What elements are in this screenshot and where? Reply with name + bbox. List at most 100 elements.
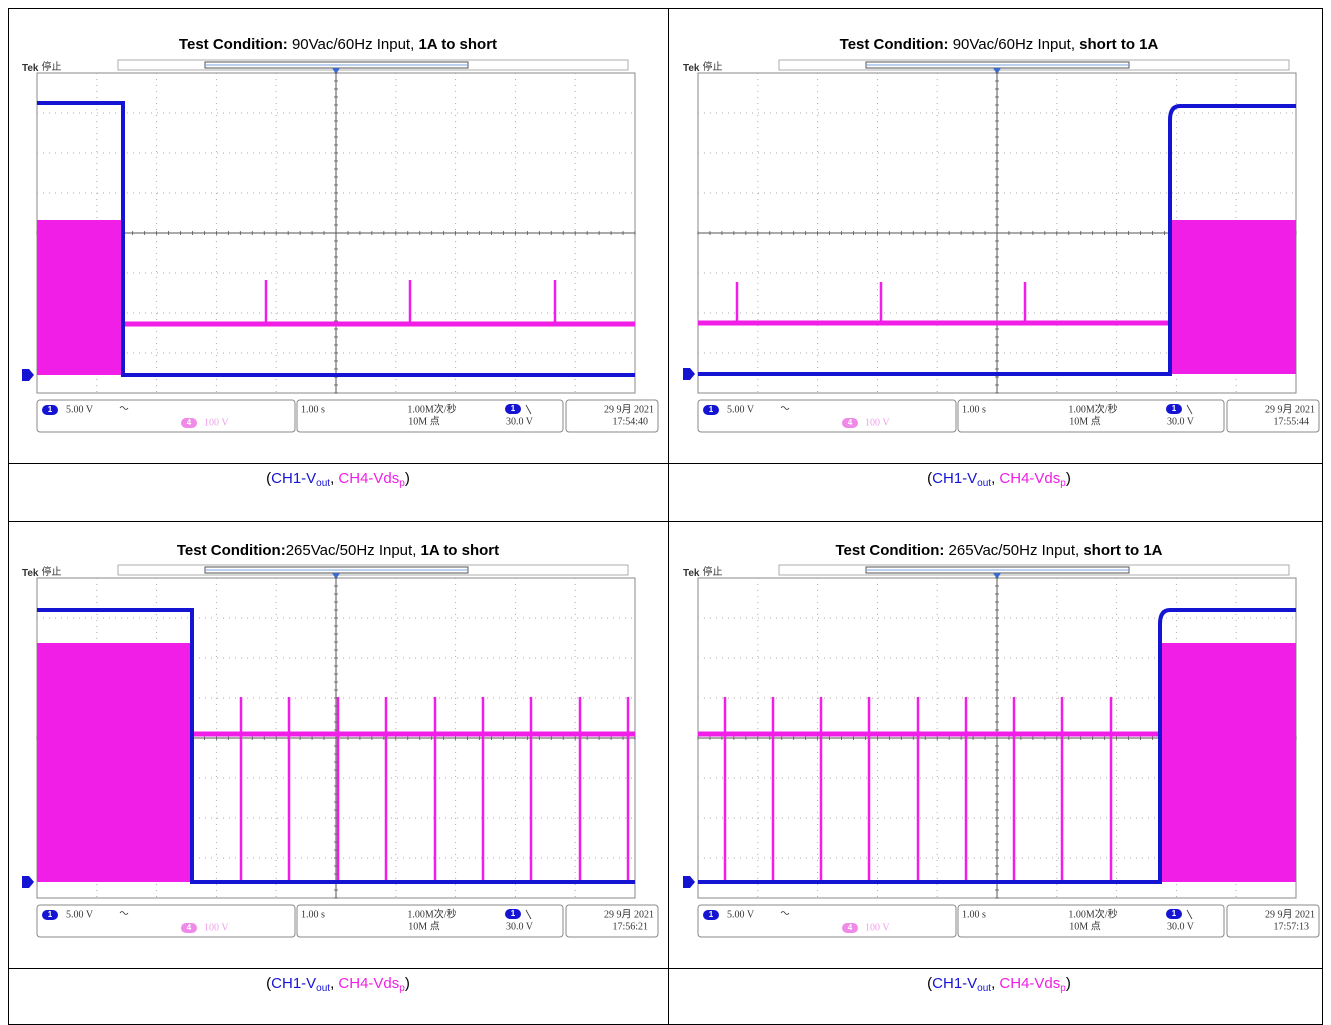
caption: (CH1-Vout, CH4-Vdsp) (266, 470, 410, 489)
scope-screenshot: Tek停止 1 5.00 V 4 100 V 1.00 s 1.00M次/秒10M 点 1 30… (22, 565, 658, 937)
title-mode: 1A to short (418, 36, 497, 53)
cell-title: Test Condition: 90Vac/60Hz Input, short … (840, 36, 1159, 53)
ch1-ground-marker (683, 368, 695, 380)
timebase: 1.00 s (962, 909, 986, 920)
caption-sep: , (991, 470, 999, 487)
ch1-scale: 5.00 V (66, 404, 94, 415)
scope-brand: Tek (683, 568, 700, 579)
date: 29 9月 2021 (604, 403, 654, 415)
caption-sep: , (991, 975, 999, 992)
trigger-level: 30.0 V (506, 416, 534, 427)
ch4-burst (37, 643, 192, 882)
channel-number: 1 (709, 405, 714, 414)
trigger-level: 30.0 V (1167, 416, 1195, 427)
cell-title: Test Condition: 90Vac/60Hz Input, 1A to … (179, 36, 497, 53)
channel-number: 1 (511, 909, 516, 918)
caption-ch4: CH4-Vds (338, 470, 399, 487)
timebase: 1.00 s (301, 404, 325, 415)
ch4-burst (1170, 220, 1296, 374)
ch4-burst (1160, 643, 1296, 882)
caption-ch4: CH4-Vds (999, 470, 1060, 487)
record-length: 10M 点 (1069, 415, 1100, 427)
scope-state: Tek停止 (683, 60, 723, 73)
title-label: Test Condition: (179, 36, 288, 53)
caption-close: ) (1066, 470, 1071, 487)
scope-screenshot: Tek停止 1 5.00 V 4 100 V 1.00 s 1.00M次/秒10M 点 1 30… (22, 60, 658, 432)
caption-sep: , (330, 975, 338, 992)
title-input: 265Vac/50Hz Input, (944, 542, 1083, 559)
channel-number: 1 (511, 404, 516, 413)
ch4-burst (37, 220, 123, 375)
record-length: 10M 点 (1069, 920, 1100, 932)
ch1-ground-marker (683, 876, 695, 888)
scope-state-text: 停止 (42, 60, 62, 73)
time: 17:57:13 (1273, 921, 1309, 932)
scope-state-text: 停止 (42, 565, 62, 578)
cell-title: Test Condition: 265Vac/50Hz Input, short… (835, 542, 1162, 559)
time: 17:56:21 (612, 921, 648, 932)
title-mode: 1A to short (421, 542, 500, 559)
record-length: 10M 点 (408, 415, 439, 427)
caption: (CH1-Vout, CH4-Vdsp) (266, 975, 410, 994)
caption-ch4: CH4-Vds (338, 975, 399, 992)
caption-ch1-sub: out (977, 983, 991, 994)
time: 17:54:40 (612, 416, 648, 427)
channel-number: 1 (1172, 404, 1177, 413)
channel-number: 4 (187, 923, 192, 932)
ch1-scale: 5.00 V (727, 909, 755, 920)
title-label: Test Condition: (177, 542, 286, 559)
ch1-scale: 5.00 V (66, 909, 94, 920)
caption-ch1: CH1-V (932, 975, 977, 992)
title-mode: short to 1A (1083, 542, 1162, 559)
caption-ch1-sub: out (316, 983, 330, 994)
scope-brand: Tek (22, 568, 39, 579)
caption-ch1-sub: out (316, 478, 330, 489)
caption-ch1-sub: out (977, 478, 991, 489)
ch4-scale: 100 V (204, 417, 229, 428)
scope-brand: Tek (683, 63, 700, 74)
scope-state-text: 停止 (703, 60, 723, 73)
cell-title: Test Condition:265Vac/50Hz Input, 1A to … (177, 542, 499, 559)
record-length: 10M 点 (408, 920, 439, 932)
channel-number: 1 (48, 910, 53, 919)
channel-number: 1 (48, 405, 53, 414)
ch4-scale: 100 V (865, 417, 890, 428)
scope-state: Tek停止 (22, 60, 62, 73)
title-input: 90Vac/60Hz Input, (949, 36, 1080, 53)
caption: (CH1-Vout, CH4-Vdsp) (927, 975, 1071, 994)
sample-rate: 1.00M次/秒 (407, 907, 456, 920)
document: Test Condition: 90Vac/60Hz Input, 1A to … (0, 0, 1331, 1025)
title-input: 90Vac/60Hz Input, (288, 36, 419, 53)
channel-number: 4 (848, 418, 853, 427)
title-input: 265Vac/50Hz Input, (286, 542, 421, 559)
ch1-scale: 5.00 V (727, 404, 755, 415)
caption-close: ) (1066, 975, 1071, 992)
date: 29 9月 2021 (604, 908, 654, 920)
ch4-scale: 100 V (865, 922, 890, 933)
caption-ch1: CH1-V (932, 470, 977, 487)
title-label: Test Condition: (840, 36, 949, 53)
timebase: 1.00 s (301, 909, 325, 920)
caption-close: ) (405, 975, 410, 992)
timebase: 1.00 s (962, 404, 986, 415)
ch4-scale: 100 V (204, 922, 229, 933)
caption-close: ) (405, 470, 410, 487)
scope-screenshot: Tek停止15.00 V4100 V1.00 s1.00M次/秒10M 点130… (683, 565, 1319, 937)
title-label: Test Condition: (835, 542, 944, 559)
title-mode: short to 1A (1079, 36, 1158, 53)
trigger-level: 30.0 V (506, 921, 534, 932)
time: 17:55:44 (1273, 416, 1309, 427)
sample-rate: 1.00M次/秒 (1068, 907, 1117, 920)
channel-number: 4 (187, 418, 192, 427)
date: 29 9月 2021 (1265, 908, 1315, 920)
ch1-ground-marker (22, 369, 34, 381)
channel-number: 1 (1172, 909, 1177, 918)
caption-ch1: CH1-V (271, 975, 316, 992)
sample-rate: 1.00M次/秒 (407, 402, 456, 415)
caption-sep: , (330, 470, 338, 487)
scope-brand: Tek (22, 63, 39, 74)
scope-state-text: 停止 (703, 565, 723, 578)
caption-ch4: CH4-Vds (999, 975, 1060, 992)
